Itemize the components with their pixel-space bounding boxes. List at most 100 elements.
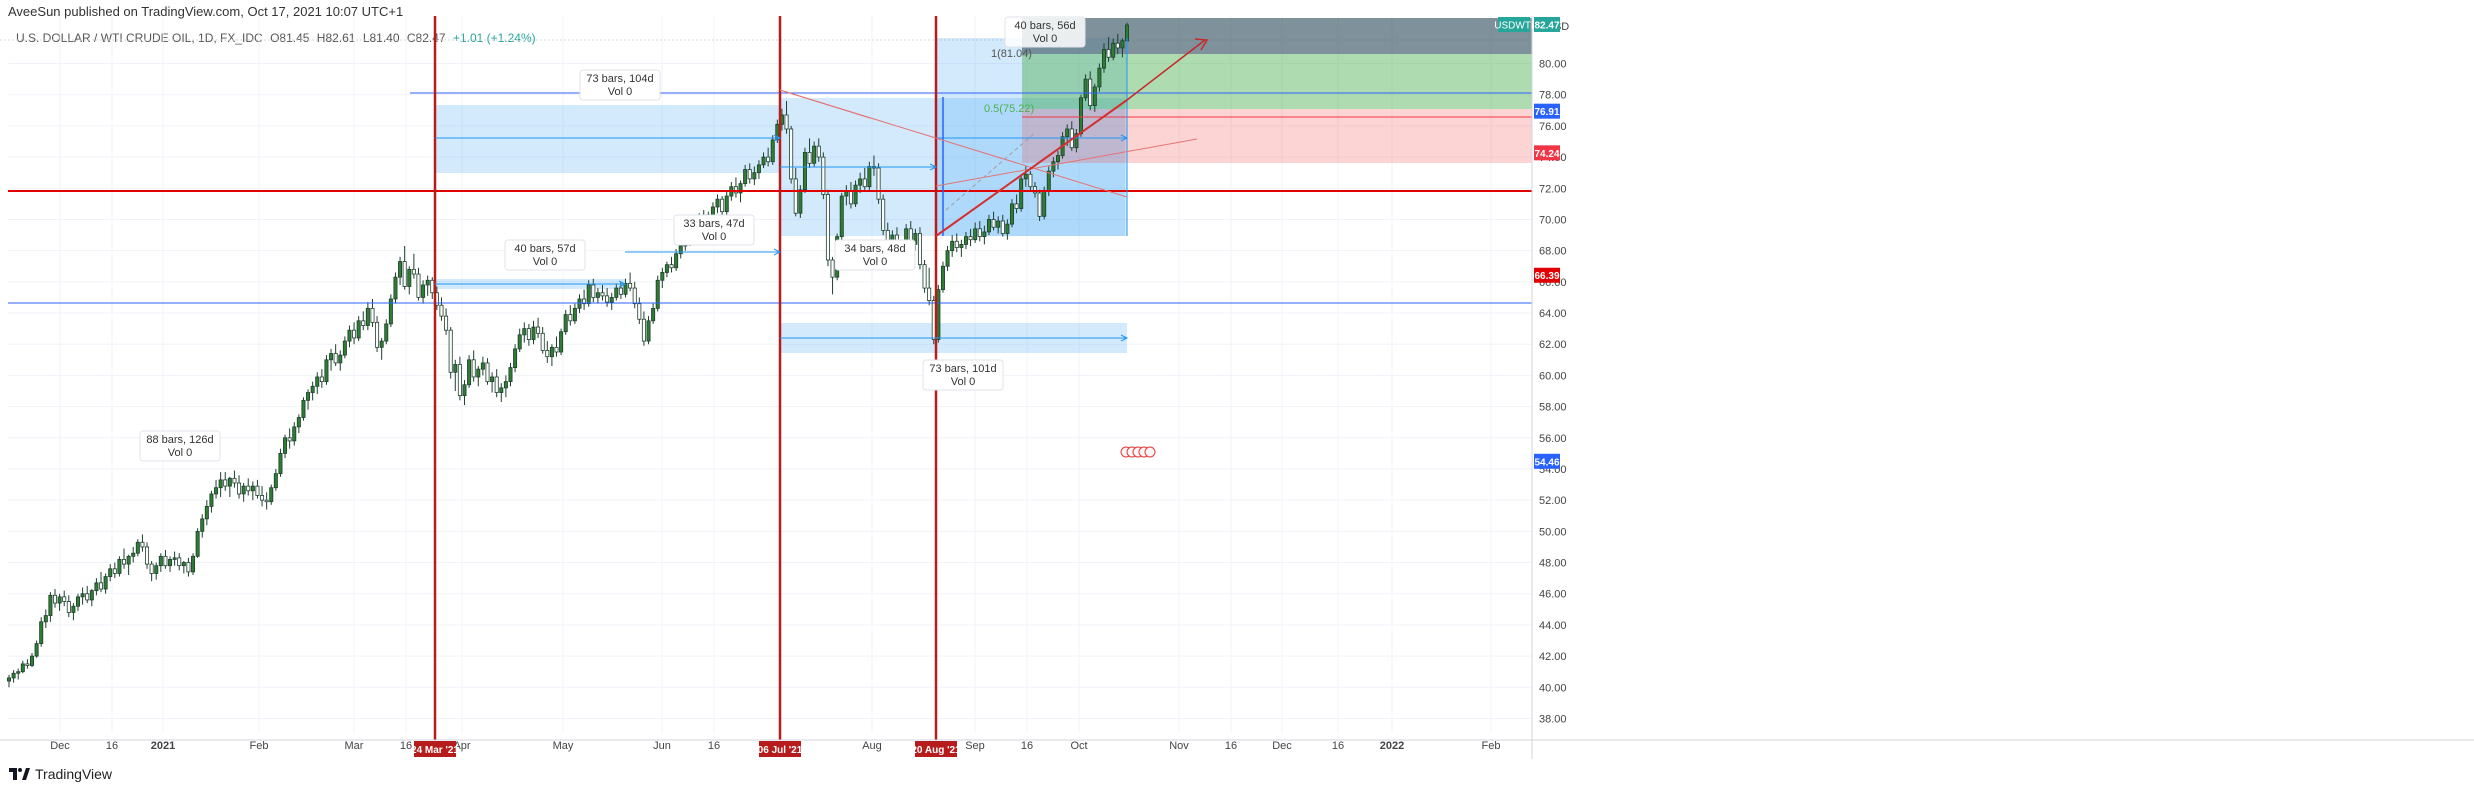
candle	[586, 280, 591, 307]
candle-body	[867, 166, 872, 188]
range-note-line1: 33 bars, 47d	[683, 218, 744, 230]
candle	[1055, 150, 1060, 170]
candle-body	[352, 329, 357, 339]
candle-body	[963, 236, 968, 245]
tradingview-footer: TradingView	[8, 764, 112, 784]
candle-body	[526, 328, 531, 340]
candle	[191, 553, 196, 576]
candle-body	[977, 228, 982, 238]
candle	[1101, 43, 1106, 73]
x-tick-label: 16	[1225, 740, 1237, 752]
candle	[480, 356, 485, 376]
x-tick-label: Feb	[250, 740, 269, 752]
candle	[66, 595, 71, 618]
candle-body	[1120, 40, 1125, 49]
range-note-line2: Vol 0	[702, 231, 726, 243]
candle-body	[821, 156, 826, 195]
candle-body	[260, 495, 265, 501]
candle	[384, 319, 389, 345]
candle-body	[264, 499, 269, 503]
candle-body	[674, 253, 679, 269]
candle	[94, 578, 99, 596]
candle	[34, 640, 39, 658]
candle	[839, 192, 844, 240]
candle	[329, 348, 334, 371]
candle	[545, 341, 550, 363]
candle	[628, 272, 633, 292]
y-tick-label: 64.00	[1539, 308, 1567, 320]
x-tick-label: May	[553, 740, 574, 752]
candle	[310, 381, 315, 401]
candle-body	[743, 169, 748, 184]
candle-body	[393, 276, 398, 300]
candle	[112, 562, 117, 579]
candle	[761, 152, 766, 168]
candle	[448, 327, 453, 379]
candle-body	[545, 350, 550, 358]
candle-body	[273, 473, 278, 489]
publisher-line: AveeSun published on TradingView.com, Oc…	[8, 4, 404, 19]
symbol-tag	[1498, 16, 1530, 32]
candle-body	[135, 541, 140, 554]
x-tick-label: Sep	[965, 740, 985, 752]
candle	[227, 476, 232, 498]
candle-body	[485, 362, 490, 383]
candle-body	[457, 364, 462, 397]
candle	[416, 267, 421, 301]
candle	[623, 278, 628, 298]
candle	[462, 380, 467, 406]
candle-body	[637, 303, 642, 320]
candle	[1083, 74, 1088, 101]
symbol-tag-text: USDWTI	[1494, 20, 1533, 31]
candle	[471, 350, 476, 382]
candle-body	[246, 485, 251, 492]
candle	[669, 256, 674, 273]
candle-body	[126, 555, 131, 565]
measure-arrow-3-head	[773, 248, 782, 256]
y-tick-label: 48.00	[1539, 558, 1567, 570]
candle	[651, 303, 656, 324]
candle-body	[582, 298, 587, 305]
candle	[131, 546, 136, 563]
candle-body	[770, 139, 775, 163]
candle	[135, 539, 140, 557]
candle-body	[66, 601, 71, 613]
candle	[531, 320, 536, 345]
candle	[324, 355, 329, 385]
x-tick-label: Feb	[1482, 740, 1501, 752]
candle-body	[200, 518, 205, 532]
candle	[655, 275, 660, 312]
candle	[982, 225, 987, 245]
candle-body	[34, 643, 39, 657]
candle	[117, 556, 122, 577]
dashed-trend-line	[945, 131, 1037, 211]
y-tick-label: 40.00	[1539, 682, 1567, 694]
candle	[338, 350, 343, 371]
price-label-box	[1534, 267, 1560, 283]
ohlc-change: +1.01 (+1.24%)	[452, 31, 536, 45]
candle	[1078, 94, 1083, 137]
candle-body	[411, 268, 416, 275]
candle-body	[347, 329, 352, 342]
price-label: USDWTI 82.47	[1494, 16, 1560, 32]
candle	[140, 534, 145, 552]
candle-body	[798, 189, 803, 214]
candle-body	[388, 298, 393, 325]
candle-body	[1106, 49, 1111, 58]
candle	[283, 434, 288, 459]
candle	[43, 609, 48, 629]
candle-body	[816, 145, 821, 158]
range-note-box	[139, 430, 221, 462]
tradingview-logo-icon	[9, 768, 30, 780]
x-tick-label: 16	[400, 740, 412, 752]
range-note-line2: Vol 0	[608, 86, 632, 98]
candle	[526, 323, 531, 346]
candle-body	[430, 279, 435, 294]
candle	[255, 479, 260, 499]
candle	[347, 325, 352, 348]
candle-body	[959, 244, 964, 248]
range-note-line1: 73 bars, 104d	[586, 73, 653, 85]
candle	[269, 484, 274, 505]
